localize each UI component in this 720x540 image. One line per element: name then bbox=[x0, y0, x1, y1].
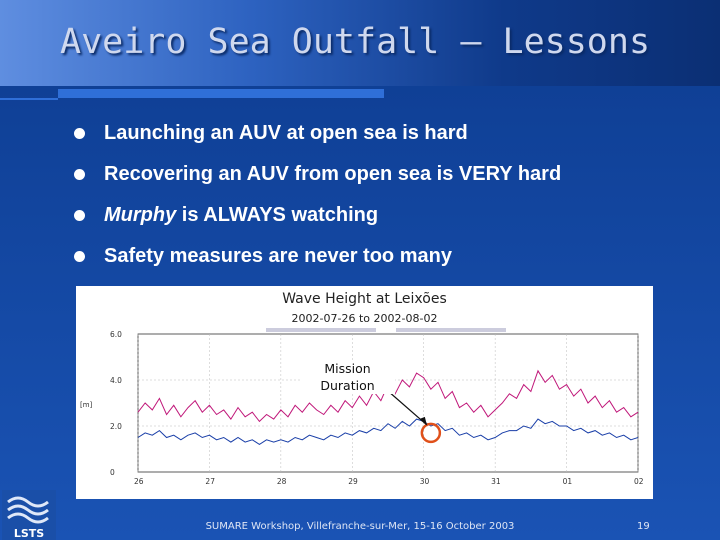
y-axis-label: [m] bbox=[80, 401, 93, 409]
legend-swatch bbox=[396, 328, 506, 332]
bullet-dot-icon bbox=[74, 251, 85, 262]
series-line-1 bbox=[137, 418, 639, 445]
logo-text: LSTS bbox=[14, 527, 44, 540]
y-tick-label: 6.0 bbox=[110, 330, 122, 339]
slide-title: Aveiro Sea Outfall – Lessons bbox=[60, 22, 651, 62]
x-tick-label: 30 bbox=[420, 477, 430, 486]
mission-duration-label: Mission Duration bbox=[300, 360, 395, 394]
mission-highlight-circle bbox=[420, 422, 442, 444]
title-accent-bar bbox=[58, 89, 384, 98]
y-tick-label: 4.0 bbox=[110, 376, 122, 385]
lsts-logo: LSTS bbox=[2, 490, 56, 540]
footer-text: SUMARE Workshop, Villefranche-sur-Mer, 1… bbox=[205, 521, 515, 532]
x-tick-label: 29 bbox=[348, 477, 358, 486]
chart-subtitle: 2002-07-26 to 2002-08-02 bbox=[291, 312, 438, 325]
bullet-text: Launching an AUV at open sea is hard bbox=[104, 122, 468, 144]
chart-title: Wave Height at Leixões bbox=[282, 291, 447, 307]
y-tick-label: 0 bbox=[110, 468, 115, 477]
bullet-text: Safety measures are never too many bbox=[104, 245, 452, 267]
plot-frame bbox=[137, 333, 639, 473]
y-tick-label: 2.0 bbox=[110, 422, 122, 431]
title-accent-line bbox=[0, 98, 58, 100]
bullet-dot-icon bbox=[74, 210, 85, 221]
x-tick-label: 26 bbox=[134, 477, 144, 486]
legend-swatch bbox=[266, 328, 376, 332]
bullet-dot-icon bbox=[74, 128, 85, 139]
page-number: 19 bbox=[637, 521, 650, 532]
x-tick-label: 28 bbox=[277, 477, 287, 486]
header-band bbox=[0, 0, 720, 86]
mission-arrowhead bbox=[419, 416, 427, 425]
bullet-text: Recovering an AUV from open sea is VERY … bbox=[104, 163, 562, 185]
bullet-text: Murphy is ALWAYS watching bbox=[104, 204, 379, 226]
x-tick-label: 01 bbox=[563, 477, 573, 486]
x-tick-label: 27 bbox=[205, 477, 215, 486]
x-tick-label: 02 bbox=[634, 477, 644, 486]
x-tick-label: 31 bbox=[491, 477, 501, 486]
bullet-dot-icon bbox=[74, 169, 85, 180]
mission-label-text: Mission Duration bbox=[320, 361, 375, 393]
